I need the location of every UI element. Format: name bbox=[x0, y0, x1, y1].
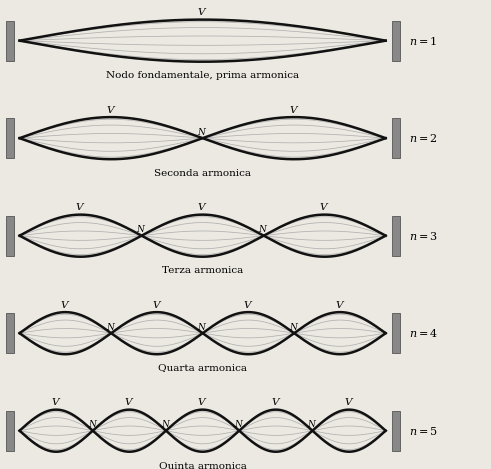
Bar bbox=[5, 216, 14, 256]
Text: $N$: $N$ bbox=[197, 321, 208, 332]
Text: $N$: $N$ bbox=[307, 418, 318, 429]
Bar bbox=[5, 411, 14, 451]
Text: $N$: $N$ bbox=[161, 418, 171, 429]
Text: $n = 5$: $n = 5$ bbox=[409, 425, 438, 437]
Text: $V$: $V$ bbox=[106, 104, 116, 115]
Text: $V$: $V$ bbox=[124, 396, 135, 407]
Bar bbox=[5, 313, 14, 353]
Text: $N$: $N$ bbox=[87, 418, 98, 429]
Text: $N$: $N$ bbox=[136, 223, 147, 234]
Text: $V$: $V$ bbox=[197, 6, 208, 17]
Bar bbox=[5, 118, 14, 158]
Text: Terza armonica: Terza armonica bbox=[162, 266, 243, 275]
Text: $N$: $N$ bbox=[106, 321, 116, 332]
Text: $V$: $V$ bbox=[289, 104, 300, 115]
Text: Quarta armonica: Quarta armonica bbox=[158, 363, 247, 372]
Text: $V$: $V$ bbox=[197, 201, 208, 212]
Text: $n = 4$: $n = 4$ bbox=[409, 327, 438, 339]
Text: $N$: $N$ bbox=[234, 418, 245, 429]
Text: $V$: $V$ bbox=[320, 201, 330, 212]
Text: $V$: $V$ bbox=[51, 396, 61, 407]
Bar bbox=[392, 21, 400, 61]
Text: $V$: $V$ bbox=[344, 396, 354, 407]
Text: $V$: $V$ bbox=[271, 396, 281, 407]
Text: $V$: $V$ bbox=[152, 299, 162, 310]
Bar bbox=[5, 21, 14, 61]
Text: $N$: $N$ bbox=[289, 321, 300, 332]
Text: $V$: $V$ bbox=[243, 299, 253, 310]
Text: $n = 3$: $n = 3$ bbox=[409, 230, 438, 242]
Text: $V$: $V$ bbox=[197, 396, 208, 407]
Bar bbox=[392, 411, 400, 451]
Text: $n = 2$: $n = 2$ bbox=[409, 132, 438, 144]
Bar bbox=[392, 313, 400, 353]
Text: $n = 1$: $n = 1$ bbox=[409, 35, 438, 46]
Text: Seconda armonica: Seconda armonica bbox=[154, 168, 251, 178]
Text: $V$: $V$ bbox=[60, 299, 71, 310]
Text: Nodo fondamentale, prima armonica: Nodo fondamentale, prima armonica bbox=[106, 71, 299, 80]
Bar bbox=[392, 118, 400, 158]
Text: Quinta armonica: Quinta armonica bbox=[159, 461, 246, 469]
Text: $V$: $V$ bbox=[335, 299, 345, 310]
Text: $N$: $N$ bbox=[258, 223, 269, 234]
Text: $N$: $N$ bbox=[197, 126, 208, 136]
Bar bbox=[392, 216, 400, 256]
Text: $V$: $V$ bbox=[76, 201, 86, 212]
